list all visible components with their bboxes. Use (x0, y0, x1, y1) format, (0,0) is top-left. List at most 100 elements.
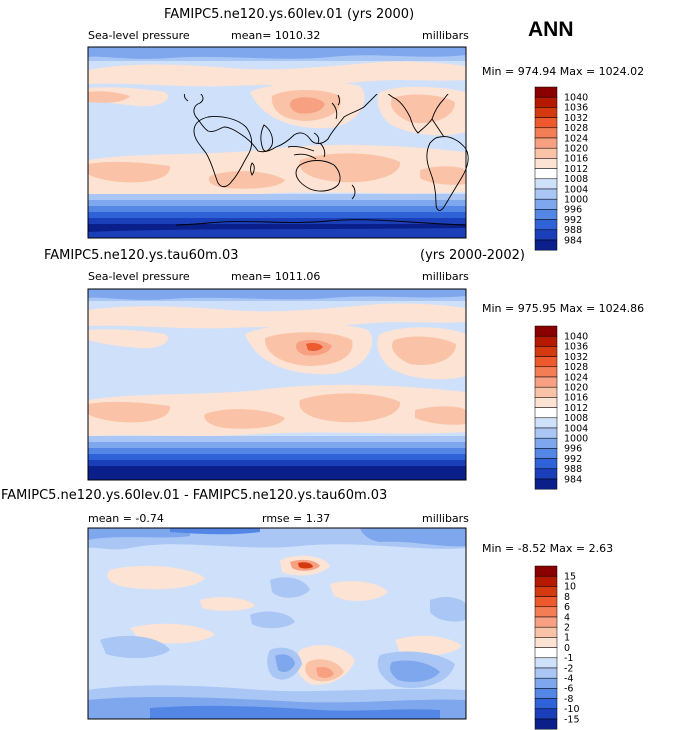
panel3-title: FAMIPC5.ne120.ys.60lev.01 - FAMIPC5.ne12… (1, 488, 388, 503)
colorbar-box (534, 677, 558, 689)
colorbar-box (534, 188, 558, 200)
season-label: ANN (528, 18, 574, 41)
colorbar-tick-label: 1024 (564, 372, 588, 383)
colorbar-box (534, 448, 558, 459)
colorbar-box (534, 437, 558, 449)
colorbar-tick-label: 2 (564, 623, 570, 634)
panel2-title: FAMIPC5.ne120.ys.tau60m.03 (44, 248, 239, 263)
colorbar-tick-label: 1032 (564, 113, 588, 124)
colorbar-box (534, 219, 558, 231)
colorbar-box (534, 158, 558, 169)
colorbar-tick-label: 996 (564, 444, 582, 455)
panel1-units: millibars (422, 29, 469, 42)
panel2-variable: Sea-level pressure (88, 270, 190, 283)
colorbar-tick-label: 1036 (564, 103, 588, 114)
panel2-map (88, 289, 466, 480)
colorbar-tick-label: 1000 (564, 434, 588, 445)
colorbar-box (534, 478, 558, 490)
colorbar-tick-label: -10 (564, 704, 580, 715)
colorbar-tick-label: -6 (564, 684, 573, 695)
panel1-frame (87, 46, 467, 239)
colorbar-tick-label: 992 (564, 215, 582, 226)
colorbar-box (534, 325, 558, 337)
panel2-minmax: Min = 975.95 Max = 1024.86 (482, 302, 645, 315)
colorbar-box (534, 356, 558, 368)
colorbar-tick-label: 1016 (564, 393, 588, 404)
colorbar-box (534, 606, 558, 618)
colorbar-box (534, 168, 558, 180)
colorbar-tick-label: 984 (564, 474, 582, 485)
panel1-minmax: Min = 974.94 Max = 1024.02 (482, 65, 645, 78)
colorbar-box (534, 335, 558, 347)
colorbar-box (534, 178, 558, 190)
colorbar-box (534, 417, 558, 429)
colorbar-tick-label: -4 (564, 674, 573, 685)
colorbar-tick-label: 988 (564, 464, 582, 475)
colorbar-box (534, 198, 558, 210)
colorbar-box (534, 586, 558, 597)
colorbar-box (534, 647, 558, 659)
panel1-colorbar: 1040103610321028102410201016101210081004… (534, 86, 588, 251)
colorbar-box (534, 346, 558, 357)
colorbar-tick-label: 992 (564, 454, 582, 465)
colorbar-box (534, 427, 558, 439)
colorbar-tick-label: 1028 (564, 362, 588, 373)
colorbar-tick-label: 6 (564, 602, 570, 613)
colorbar-tick-label: -15 (564, 714, 580, 725)
colorbar-box (534, 458, 558, 470)
colorbar-tick-label: -8 (564, 694, 573, 705)
panel3-map (88, 528, 466, 719)
colorbar-tick-label: 1020 (564, 383, 588, 394)
colorbar-tick-label: 1 (564, 633, 570, 644)
colorbar-tick-label: 1040 (564, 332, 588, 343)
panel2-frame (87, 288, 467, 481)
colorbar-box (534, 708, 558, 720)
panel2-mean: mean= 1011.06 (231, 270, 321, 283)
panel2-title-right: (yrs 2000-2002) (420, 248, 525, 263)
colorbar-tick-label: 988 (564, 225, 582, 236)
colorbar-box (534, 229, 558, 241)
panel3-mean: mean = -0.74 (88, 512, 164, 525)
colorbar-box (534, 596, 558, 608)
colorbar-tick-label: 0 (564, 643, 570, 654)
colorbar-tick-label: 1012 (564, 164, 588, 175)
colorbar-box (534, 718, 558, 730)
colorbar-tick-label: 8 (564, 592, 570, 603)
colorbar-tick-label: -1 (564, 653, 573, 664)
colorbar-box (534, 468, 558, 480)
colorbar-box (534, 86, 558, 98)
colorbar-box (534, 698, 558, 710)
colorbar-tick-label: 1040 (564, 93, 588, 104)
colorbar-tick-label: 1012 (564, 403, 588, 414)
colorbar-box (534, 637, 558, 648)
colorbar-box (534, 575, 558, 587)
colorbar-tick-label: -2 (564, 663, 573, 674)
panel2-colorbar: 1040103610321028102410201016101210081004… (534, 325, 588, 490)
colorbar-tick-label: 1032 (564, 352, 588, 363)
colorbar-box (534, 376, 558, 388)
colorbar-box (534, 565, 558, 577)
colorbar-tick-label: 10 (564, 582, 576, 593)
colorbar-box (534, 107, 558, 118)
colorbar-box (534, 137, 558, 149)
colorbar-box (534, 386, 558, 398)
panel1-title: FAMIPC5.ne120.ys.60lev.01 (yrs 2000) (164, 7, 415, 22)
colorbar-tick-label: 1008 (564, 174, 588, 185)
colorbar-box (534, 657, 558, 669)
colorbar-tick-label: 996 (564, 205, 582, 216)
colorbar-box (534, 147, 558, 159)
panel3-frame (87, 527, 467, 720)
colorbar-tick-label: 1016 (564, 154, 588, 165)
panel3-minmax: Min = -8.52 Max = 2.63 (482, 542, 614, 555)
colorbar-tick-label: 1024 (564, 133, 588, 144)
colorbar-box (534, 688, 558, 699)
panel1-map (88, 47, 466, 238)
panel2-units: millibars (422, 270, 469, 283)
colorbar-box (534, 366, 558, 378)
colorbar-tick-label: 1008 (564, 413, 588, 424)
colorbar-tick-label: 1020 (564, 144, 588, 155)
colorbar-box (534, 616, 558, 628)
colorbar-box (534, 209, 558, 220)
